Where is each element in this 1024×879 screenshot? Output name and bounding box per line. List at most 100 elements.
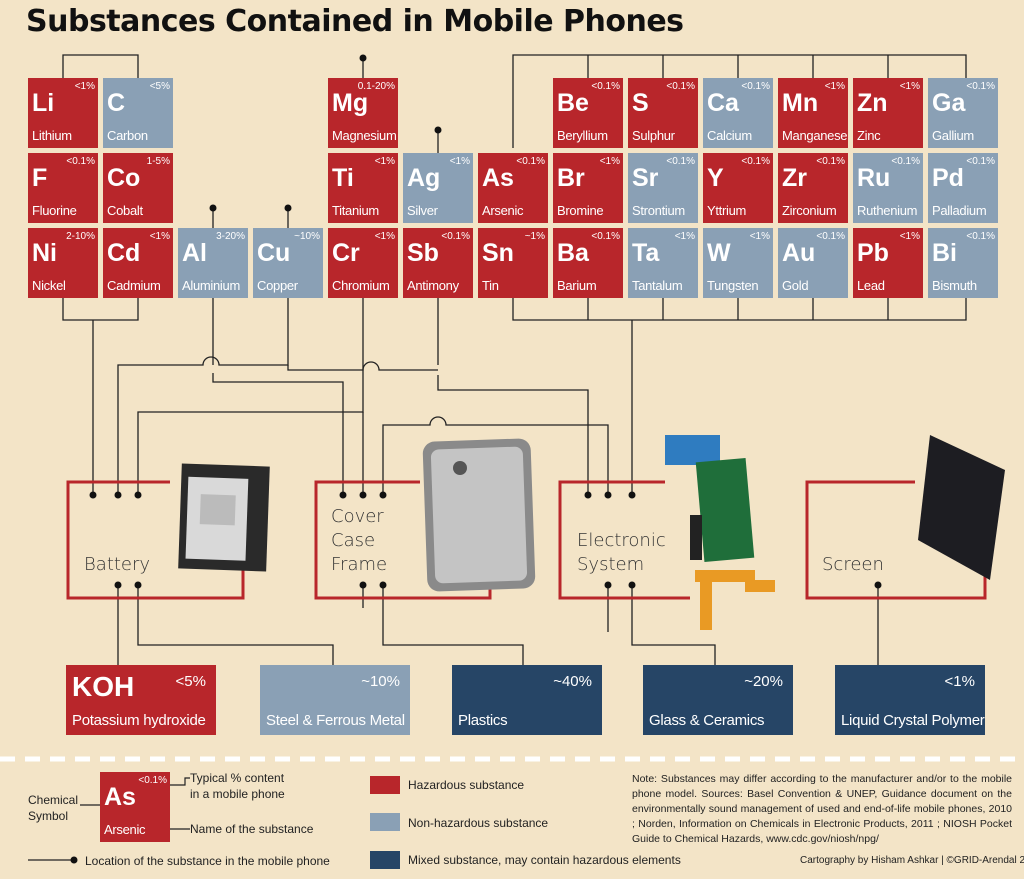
element-name: Aluminium (182, 278, 240, 293)
element-percent: 2-10% (66, 231, 95, 242)
element-symbol: Zr (782, 164, 807, 192)
element-name: Fluorine (32, 203, 77, 218)
element-name: Nickel (32, 278, 66, 293)
element-percent: <0.1% (816, 156, 845, 167)
legend-name-of-substance: Name of the substance (190, 822, 314, 836)
legend-typical-content: Typical % content in a mobile phone (190, 771, 285, 801)
element-name: Bismuth (932, 278, 977, 293)
element-tile-strontium: Sr <0.1% Strontium (628, 153, 698, 223)
material-percent: ~20% (744, 673, 783, 690)
element-percent: <0.1% (966, 81, 995, 92)
material-name: Steel & Ferrous Metal (266, 712, 405, 729)
element-name: Manganese (782, 128, 848, 143)
element-tile-nickel: Ni 2-10% Nickel (28, 228, 98, 298)
element-tile-tantalum: Ta <1% Tantalum (628, 228, 698, 298)
element-symbol: Mn (782, 89, 819, 117)
element-symbol: Li (32, 89, 55, 117)
legend-mixed: Mixed substance, may contain hazardous e… (408, 853, 681, 867)
element-name: Tantalum (632, 278, 683, 293)
element-symbol: Ta (632, 239, 660, 267)
element-symbol: Ru (857, 164, 891, 192)
element-percent: <1% (899, 231, 920, 242)
element-tile-gallium: Ga <0.1% Gallium (928, 78, 998, 148)
element-name: Sulphur (632, 128, 675, 143)
material-box-5: <1% Liquid Crystal Polymer (835, 665, 985, 735)
element-name: Arsenic (482, 203, 524, 218)
element-name: Strontium (632, 203, 685, 218)
element-tile-zinc: Zn <1% Zinc (853, 78, 923, 148)
element-percent: <0.1% (516, 156, 545, 167)
element-tile-cadmium: Cd <1% Cadmium (103, 228, 173, 298)
element-percent: <1% (374, 231, 395, 242)
element-percent: ~1% (524, 231, 545, 242)
element-name: Silver (407, 203, 438, 218)
electronics-image (665, 435, 775, 630)
element-tile-arsenic: As <0.1% Arsenic (478, 153, 548, 223)
element-symbol: As (482, 164, 514, 192)
material-name: Glass & Ceramics (649, 712, 765, 729)
element-name: Beryllium (557, 128, 608, 143)
element-symbol: Sr (632, 164, 659, 192)
battery-image (178, 463, 270, 572)
element-tile-calcium: Ca <0.1% Calcium (703, 78, 773, 148)
element-symbol: Ni (32, 239, 57, 267)
element-symbol: Br (557, 164, 585, 192)
element-tile-tin: Sn ~1% Tin (478, 228, 548, 298)
element-tile-ruthenium: Ru <0.1% Ruthenium (853, 153, 923, 223)
element-symbol: Bi (932, 239, 957, 267)
element-symbol: Cr (332, 239, 360, 267)
element-percent: 0.1-20% (357, 81, 395, 92)
element-percent: <0.1% (816, 231, 845, 242)
element-symbol: Pb (857, 239, 889, 267)
legend-location: Location of the substance in the mobile … (85, 854, 330, 868)
element-percent: <1% (74, 81, 95, 92)
material-name: Liquid Crystal Polymer (841, 712, 985, 729)
material-percent: ~10% (361, 673, 400, 690)
element-name: Titanium (332, 203, 379, 218)
element-percent: <1% (599, 156, 620, 167)
element-percent: <0.1% (741, 81, 770, 92)
element-name: Gold (782, 278, 809, 293)
element-symbol: Y (707, 164, 724, 192)
element-percent: <1% (899, 81, 920, 92)
element-symbol: Au (782, 239, 816, 267)
element-name: Copper (257, 278, 298, 293)
element-symbol: Be (557, 89, 589, 117)
element-symbol: W (707, 239, 731, 267)
element-symbol: C (107, 89, 126, 117)
element-name: Cobalt (107, 203, 143, 218)
element-symbol: Al (182, 239, 207, 267)
cover-label: Cover Case Frame (331, 506, 388, 575)
sources-note: Note: Substances may differ according to… (632, 773, 1012, 845)
element-percent: <1% (824, 81, 845, 92)
legend-chemical-symbol: Chemical Symbol (28, 793, 79, 823)
swatch-non-hazardous (370, 813, 400, 831)
material-box-3: ~40% Plastics (452, 665, 602, 735)
legend-example-tile: As <0.1% Arsenic (100, 772, 170, 842)
element-symbol: Ag (407, 164, 441, 192)
element-name: Lithium (32, 128, 72, 143)
cover-image (422, 438, 536, 592)
element-name: Bromine (557, 203, 604, 218)
element-name: Carbon (107, 128, 148, 143)
element-tile-carbon: C <5% Carbon (103, 78, 173, 148)
element-symbol: Cu (257, 239, 291, 267)
credit: Cartography by Hisham Ashkar | ©GRID-Are… (800, 855, 1024, 866)
swatch-mixed (370, 851, 400, 869)
element-percent: <0.1% (591, 231, 620, 242)
legend-hazardous: Hazardous substance (408, 778, 525, 792)
element-tile-chromium: Cr <1% Chromium (328, 228, 398, 298)
element-percent: <5% (149, 81, 170, 92)
element-percent: <0.1% (741, 156, 770, 167)
element-name: Calcium (707, 128, 752, 143)
element-tile-antimony: Sb <0.1% Antimony (403, 228, 473, 298)
element-tile-lithium: Li <1% Lithium (28, 78, 98, 148)
element-symbol: Ti (332, 164, 354, 192)
element-tile-gold: Au <0.1% Gold (778, 228, 848, 298)
element-tile-aluminium: Al 3-20% Aluminium (178, 228, 248, 298)
element-symbol: Mg (332, 89, 369, 117)
element-tile-silver: Ag <1% Silver (403, 153, 473, 223)
element-tile-cobalt: Co 1-5% Cobalt (103, 153, 173, 223)
element-percent: <0.1% (966, 231, 995, 242)
element-symbol: F (32, 164, 48, 192)
